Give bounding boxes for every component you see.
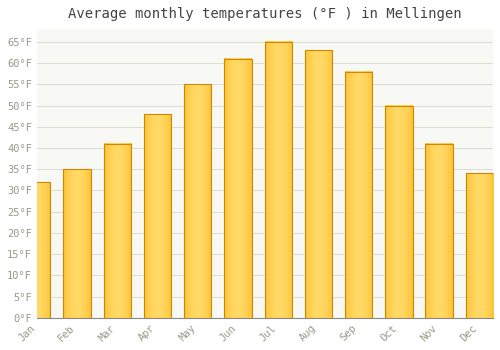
Bar <box>64 169 90 318</box>
Title: Average monthly temperatures (°F ) in Mellingen: Average monthly temperatures (°F ) in Me… <box>68 7 462 21</box>
Bar <box>224 59 252 318</box>
Bar <box>385 105 412 318</box>
Bar <box>264 42 292 318</box>
Bar <box>104 144 131 318</box>
Bar <box>345 71 372 318</box>
Bar <box>305 50 332 318</box>
Bar <box>466 174 493 318</box>
Bar <box>144 114 171 318</box>
Bar <box>23 182 50 318</box>
Bar <box>426 144 453 318</box>
Bar <box>184 84 212 318</box>
